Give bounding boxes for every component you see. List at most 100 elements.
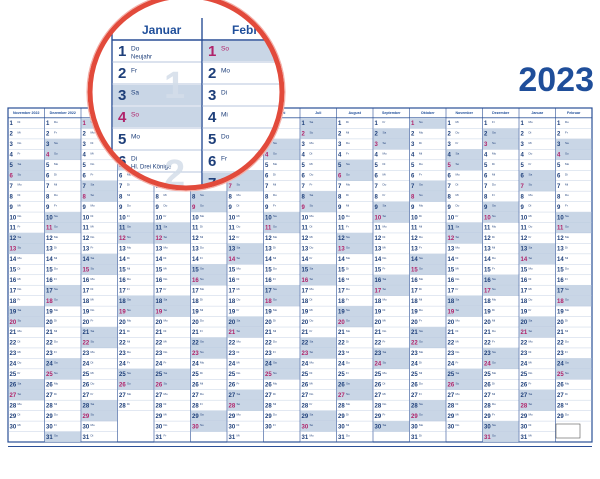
weekday: Sa <box>383 350 387 354</box>
day-number: 20 <box>375 320 382 326</box>
weekday: Sa <box>310 340 314 344</box>
weekend-shade <box>300 274 337 286</box>
weekday: Fr <box>456 287 459 291</box>
weekday: Sa <box>54 287 58 291</box>
weekday: Mi <box>273 329 276 333</box>
weekday: Fr <box>529 235 532 239</box>
day-number: 6 <box>265 173 269 179</box>
weekend-shade <box>190 264 227 275</box>
day-number: 22 <box>521 341 528 347</box>
weekend-shade <box>336 232 373 244</box>
day-number: 14 <box>192 257 199 263</box>
weekday: Do <box>164 277 168 281</box>
day-number: 1 <box>557 121 561 127</box>
day-number: 24 <box>229 362 236 368</box>
day-number: 12 <box>119 236 126 242</box>
day-number: 24 <box>265 362 272 368</box>
day-number: 28 <box>521 403 528 409</box>
day-number: 14 <box>156 257 163 263</box>
day-number: 9 <box>375 205 379 211</box>
day-number: 15 <box>265 268 272 274</box>
day-number: 25 <box>338 372 345 378</box>
weekday: Do <box>383 256 387 260</box>
weekday: So <box>456 235 460 239</box>
day-number: 9 <box>484 205 488 211</box>
day-number: 25 <box>302 372 309 378</box>
day-number: 3 <box>521 142 525 148</box>
weekday: Sa <box>456 151 460 155</box>
weekday: So <box>237 256 241 260</box>
year-title: 2023 <box>518 61 594 99</box>
day-number: 4 <box>46 153 50 159</box>
weekday: Mo <box>127 172 131 176</box>
weekday: Di <box>346 340 349 344</box>
weekday: Do <box>529 225 533 229</box>
weekday: Sa <box>346 162 350 166</box>
weekday: Sa <box>492 130 496 134</box>
weekday: Fr <box>54 204 57 208</box>
weekend-shade <box>263 285 300 296</box>
weekday: Fr <box>565 204 568 208</box>
weekday: Mi <box>383 392 386 396</box>
weekend-shade <box>373 421 410 432</box>
day-number: 13 <box>119 247 126 253</box>
weekday: So <box>237 329 241 333</box>
lens-weekend-shade <box>113 85 201 105</box>
weekend-shade <box>190 421 227 432</box>
weekday: Do <box>200 392 204 396</box>
day-number: 10 <box>265 215 272 221</box>
day-number: 18 <box>229 299 236 305</box>
day-number: 25 <box>411 372 418 378</box>
weekday: Do <box>346 434 350 438</box>
weekday: So <box>310 130 314 134</box>
weekday: Fr <box>273 204 276 208</box>
weekday: Mo <box>456 172 460 176</box>
weekday: Mi <box>456 340 459 344</box>
day-number: 4 <box>265 153 269 159</box>
weekend-shade <box>227 389 264 401</box>
weekday: Mi <box>273 256 276 260</box>
day-number: 11 <box>375 226 382 232</box>
weekend-shade <box>555 138 592 150</box>
weekday: Do <box>54 120 58 124</box>
weekday: Di <box>419 360 422 364</box>
day-number: 9 <box>46 205 50 211</box>
day-number: 27 <box>557 393 564 399</box>
day-number: 28 <box>302 403 309 409</box>
lens-weekday: Fr <box>131 68 138 75</box>
day-number: 30 <box>302 424 309 430</box>
day-number: 11 <box>46 226 53 232</box>
weekday: Di <box>492 308 495 312</box>
weekday: Sa <box>456 225 460 229</box>
weekend-shade <box>300 410 337 422</box>
weekday: Sa <box>565 214 569 218</box>
weekend-shade <box>519 243 556 254</box>
weekend-shade <box>300 264 337 275</box>
weekday: Di <box>91 141 94 145</box>
weekday: Sa <box>164 371 168 375</box>
weekend-shade <box>81 191 118 202</box>
weekday: Mi <box>237 360 240 364</box>
weekday: Di <box>492 235 495 239</box>
weekday: Mo <box>54 235 58 239</box>
day-number: 19 <box>83 309 90 315</box>
weekday: Fr <box>346 298 349 302</box>
weekend-shade <box>555 222 592 233</box>
weekday: Mi <box>529 434 532 438</box>
footer <box>8 423 592 447</box>
day-number: 10 <box>229 215 236 221</box>
weekday: Di <box>492 162 495 166</box>
day-number: 30 <box>375 424 382 430</box>
day-number: 17 <box>46 288 53 294</box>
weekend-shade <box>482 285 519 296</box>
day-number: 22 <box>46 341 53 347</box>
day-number: 20 <box>411 320 418 326</box>
weekday: Mi <box>565 329 568 333</box>
lens-weekday: Do <box>131 46 140 53</box>
weekend-shade <box>81 253 118 265</box>
weekday: Di <box>18 340 21 344</box>
weekday: Sa <box>200 193 204 197</box>
day-number: 3 <box>10 142 14 148</box>
day-number: 24 <box>10 362 17 368</box>
weekday: Di <box>419 141 422 145</box>
